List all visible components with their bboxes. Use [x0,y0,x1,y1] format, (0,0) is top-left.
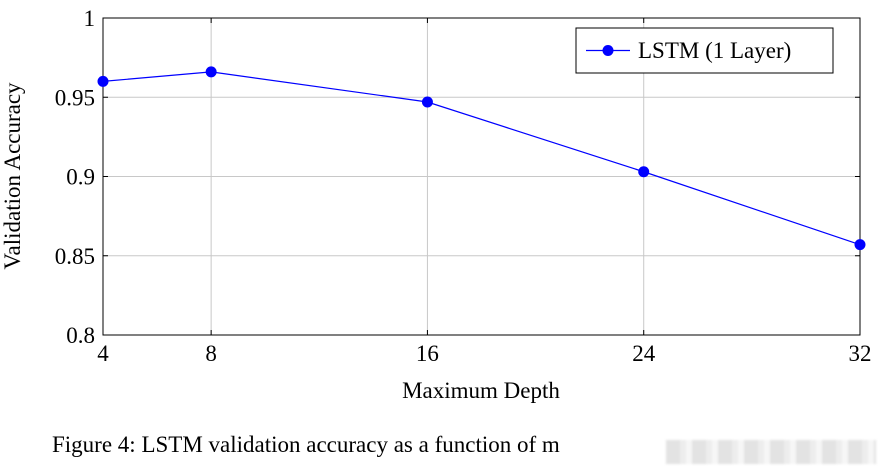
x-axis-title: Maximum Depth [402,378,560,403]
redacted-text-region [666,440,876,464]
y-tick-label: 0.85 [55,244,95,269]
data-point [205,66,217,78]
x-tick-labels: 4 8 16 24 32 [97,341,871,366]
y-tick-label: 0.9 [66,165,95,190]
x-tick-label: 16 [416,341,439,366]
legend-marker [602,45,614,56]
series-line [102,71,861,246]
x-tick-label: 24 [632,341,656,366]
tick-marks [102,17,861,336]
legend: LSTM (1 Layer) [575,27,834,74]
data-point [97,75,109,87]
data-point [638,166,650,178]
x-tick-label: 8 [205,341,217,366]
legend-label: LSTM (1 Layer) [638,38,791,63]
y-tick-label: 0.95 [55,85,95,110]
x-tick-label: 32 [849,341,872,366]
y-tick-label: 1 [84,6,96,31]
y-tick-label: 0.8 [66,323,95,348]
x-tick-label: 4 [97,341,109,366]
y-tick-labels: 0.8 0.85 0.9 0.95 1 [55,6,95,348]
data-point [854,239,866,251]
data-point [421,96,433,108]
figure-caption: Figure 4: LSTM validation accuracy as a … [52,432,560,457]
y-axis-title: Validation Accuracy [0,82,25,270]
series-group [97,66,866,251]
